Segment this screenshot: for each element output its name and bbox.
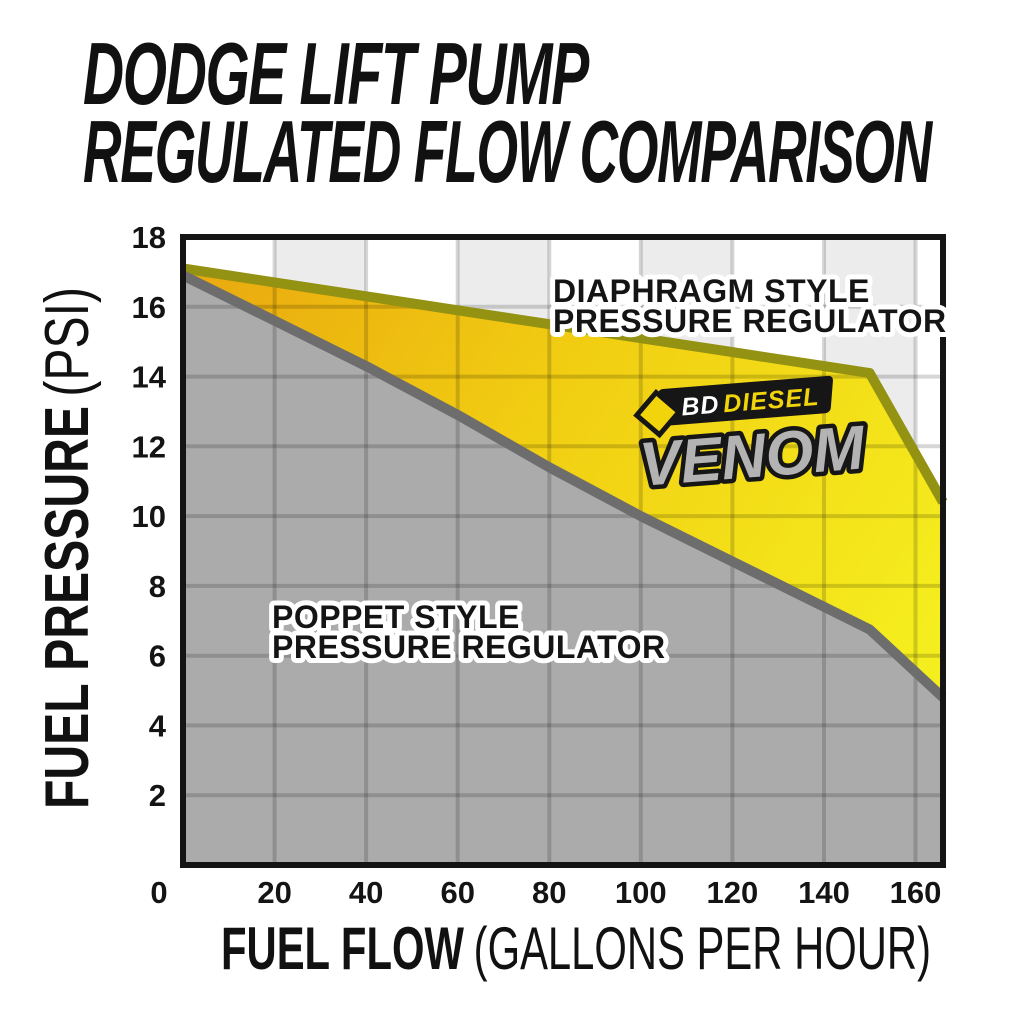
y-tick-label: 18 xyxy=(132,220,166,255)
y-tick-label: 10 xyxy=(132,499,166,534)
y-axis-title-light: (PSI) xyxy=(33,287,102,397)
y-axis-title: FUEL PRESSURE (PSI) xyxy=(33,287,102,809)
x-tick-label: 60 xyxy=(440,875,474,910)
page-title-line2: REGULATED FLOW COMPARISON xyxy=(83,102,934,201)
y-tick-label: 2 xyxy=(149,778,166,813)
x-tick-label: 20 xyxy=(257,875,291,910)
logo-bd-text: BD xyxy=(680,391,720,422)
x-tick-label: 0 xyxy=(150,875,167,910)
page-title-line1: DODGE LIFT PUMP xyxy=(83,24,589,123)
bd-diesel-venom-logo: BD DIESEL VENOM xyxy=(633,375,873,504)
y-tick-label: 6 xyxy=(149,639,166,674)
poppet-area-fill xyxy=(183,275,943,865)
x-tick-label: 40 xyxy=(349,875,383,910)
x-tick-label: 160 xyxy=(890,875,942,910)
y-axis-title-bold: FUEL PRESSURE xyxy=(33,406,102,809)
poppet-series-label-line2: PRESSURE REGULATOR xyxy=(272,629,666,665)
series-area-fills xyxy=(183,268,943,865)
y-tick-label: 4 xyxy=(149,708,167,743)
y-tick-label: 8 xyxy=(149,569,166,604)
plot-border xyxy=(180,234,946,868)
x-tick-label: 140 xyxy=(798,875,850,910)
x-tick-label: 120 xyxy=(707,875,759,910)
logo-diamond-icon xyxy=(633,388,683,439)
poppet-series-label-line1: POPPET STYLE xyxy=(272,599,520,635)
x-tick-labels: 0 20 40 60 80 100 120 140 160 xyxy=(150,875,941,910)
y-tick-label: 12 xyxy=(132,429,166,464)
diaphragm-line xyxy=(182,263,948,505)
x-axis-title-bold: FUEL FLOW xyxy=(221,915,464,982)
diaphragm-series-label-line1: DIAPHRAGM STYLE xyxy=(553,273,870,309)
y-tick-label: 14 xyxy=(132,360,167,395)
gridlines xyxy=(183,237,943,865)
x-tick-label: 100 xyxy=(615,875,667,910)
diaphragm-area-fill xyxy=(183,268,943,698)
x-axis-title: FUEL FLOW(GALLONS PER HOUR) xyxy=(221,915,931,982)
x-tick-label: 80 xyxy=(532,875,566,910)
x-axis-title-light: (GALLONS PER HOUR) xyxy=(474,915,931,982)
series-lines xyxy=(180,263,948,702)
y-tick-labels: 18 16 14 12 10 8 6 4 2 xyxy=(132,220,167,813)
diaphragm-series-label-line2: PRESSURE REGULATOR xyxy=(553,303,947,339)
logo-band xyxy=(655,375,833,427)
y-tick-label: 16 xyxy=(132,290,166,325)
poppet-line xyxy=(180,270,947,702)
